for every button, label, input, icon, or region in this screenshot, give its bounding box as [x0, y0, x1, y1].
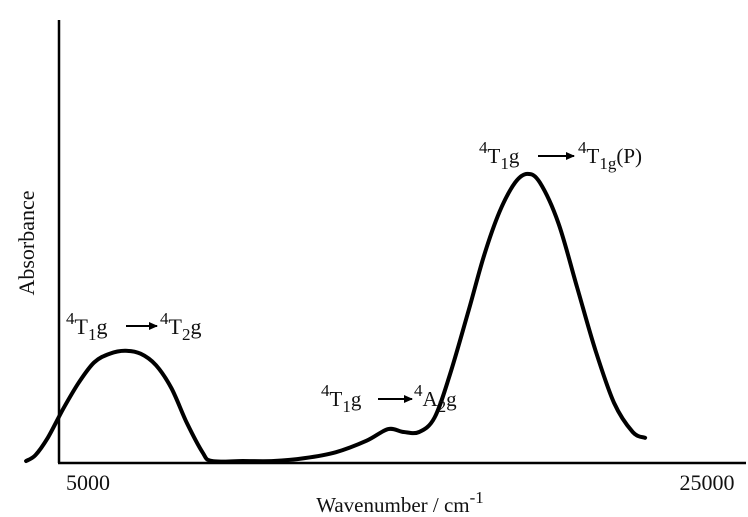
transition-ground-state: 4T1g [479, 138, 520, 173]
transition-ground-state: 4T1g [66, 309, 107, 344]
transition-label-t1g-t1gp: 4T1g 4T1g(P) [479, 138, 642, 173]
transition-excited-state: 4A2g [414, 381, 457, 416]
y-axis-title: Absorbance [14, 190, 39, 295]
x-axis-title: Wavenumber / cm-1 [316, 488, 484, 517]
spectrum-curve [24, 171, 648, 464]
transition-label-t1g-t2g: 4T1g 4T2g [66, 309, 201, 344]
transition-ground-state: 4T1g [321, 381, 362, 416]
transition-excited-state: 4T1g(P) [578, 138, 642, 173]
x-tick-label: 25000 [680, 470, 735, 495]
transition-excited-state: 4T2g [160, 309, 201, 344]
x-tick-label: 5000 [66, 470, 110, 495]
transition-label-t1g-a2g: 4T1g 4A2g [321, 381, 457, 416]
